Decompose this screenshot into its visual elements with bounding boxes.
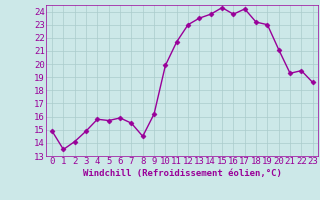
- X-axis label: Windchill (Refroidissement éolien,°C): Windchill (Refroidissement éolien,°C): [83, 169, 282, 178]
